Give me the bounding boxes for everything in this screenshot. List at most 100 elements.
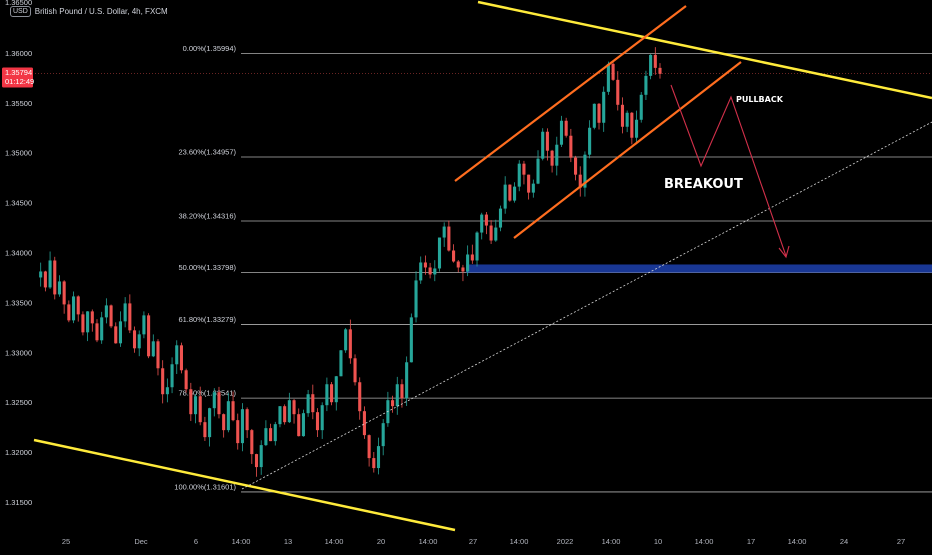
bull-candle-body[interactable] (625, 112, 629, 127)
bear-candle-body[interactable] (630, 112, 634, 138)
bull-candle-body[interactable] (517, 163, 521, 187)
bear-candle-body[interactable] (484, 214, 488, 226)
bull-candle-body[interactable] (142, 315, 146, 335)
bull-candle-body[interactable] (419, 262, 423, 281)
bear-candle-body[interactable] (109, 305, 113, 327)
bear-candle-body[interactable] (67, 304, 71, 321)
bull-candle-body[interactable] (503, 184, 507, 209)
bull-candle-body[interactable] (536, 158, 540, 184)
bear-candle-body[interactable] (311, 394, 315, 413)
bear-candle-body[interactable] (161, 368, 165, 395)
bull-candle-body[interactable] (137, 334, 141, 349)
bull-candle-body[interactable] (437, 237, 442, 269)
bear-candle-body[interactable] (132, 330, 137, 349)
bear-candle-body[interactable] (245, 409, 249, 431)
bull-candle-body[interactable] (301, 413, 305, 437)
bear-candle-body[interactable] (564, 120, 568, 136)
bull-candle-body[interactable] (634, 119, 639, 138)
support-zone[interactable] (466, 264, 932, 273)
bull-candle-body[interactable] (278, 406, 282, 425)
projection-path[interactable] (670, 84, 787, 257)
bear-candle-body[interactable] (367, 435, 371, 459)
bear-candle-body[interactable] (297, 414, 301, 437)
bear-candle-body[interactable] (522, 163, 526, 175)
bear-candle-body[interactable] (179, 345, 183, 371)
bull-candle-body[interactable] (475, 232, 479, 261)
lower-trend-line[interactable] (33, 438, 456, 532)
bull-candle-body[interactable] (480, 214, 484, 233)
bear-candle-body[interactable] (330, 384, 334, 403)
bull-candle-body[interactable] (287, 400, 291, 423)
bull-candle-body[interactable] (344, 329, 348, 351)
bull-candle-body[interactable] (409, 317, 413, 363)
bear-candle-body[interactable] (189, 389, 193, 415)
bear-candle-body[interactable] (222, 414, 226, 431)
bull-candle-body[interactable] (395, 384, 399, 407)
currency-badge[interactable]: USD (10, 5, 31, 17)
bull-candle-body[interactable] (414, 280, 418, 318)
bull-candle-body[interactable] (376, 446, 381, 469)
bear-candle-body[interactable] (611, 63, 615, 80)
symbol-title[interactable]: British Pound / U.S. Dollar, 4h, FXCM (34, 6, 168, 16)
bull-candle-body[interactable] (39, 271, 43, 278)
bear-candle-body[interactable] (391, 400, 395, 407)
bear-candle-body[interactable] (128, 303, 132, 331)
bear-candle-body[interactable] (362, 411, 366, 436)
bear-candle-body[interactable] (231, 401, 235, 421)
bear-candle-body[interactable] (456, 261, 460, 268)
bear-candle-body[interactable] (203, 422, 207, 438)
bear-candle-body[interactable] (574, 157, 578, 175)
bull-candle-body[interactable] (48, 260, 52, 288)
bear-candle-body[interactable] (597, 103, 601, 123)
bull-candle-body[interactable] (513, 186, 517, 201)
bear-candle-body[interactable] (90, 311, 94, 324)
bear-candle-body[interactable] (198, 396, 202, 423)
bear-candle-body[interactable] (653, 54, 657, 68)
bear-candle-body[interactable] (95, 323, 99, 341)
breakout-label[interactable]: BREAKOUT (664, 177, 743, 192)
bull-candle-body[interactable] (264, 428, 268, 446)
bull-candle-body[interactable] (240, 409, 244, 444)
bear-candle-body[interactable] (76, 296, 80, 315)
bull-candle-body[interactable] (306, 394, 310, 414)
pullback-label[interactable]: PULLBACK (736, 95, 784, 104)
bull-candle-body[interactable] (381, 423, 385, 447)
upper-trend-line[interactable] (477, 0, 932, 100)
bull-candle-body[interactable] (649, 54, 653, 76)
bull-candle-body[interactable] (170, 364, 174, 388)
bear-candle-body[interactable] (269, 428, 273, 442)
bull-candle-body[interactable] (71, 296, 76, 321)
bear-candle-body[interactable] (578, 174, 582, 188)
bear-candle-body[interactable] (372, 458, 376, 469)
bear-candle-body[interactable] (43, 271, 47, 288)
bull-candle-body[interactable] (588, 127, 592, 155)
bull-candle-body[interactable] (494, 227, 498, 241)
bear-candle-body[interactable] (156, 341, 160, 369)
bull-candle-body[interactable] (466, 254, 470, 272)
bear-candle-body[interactable] (81, 314, 85, 333)
bull-candle-body[interactable] (339, 350, 343, 377)
bull-candle-body[interactable] (639, 94, 643, 120)
bull-candle-body[interactable] (555, 144, 559, 166)
bull-candle-body[interactable] (442, 226, 446, 238)
bull-candle-body[interactable] (86, 311, 90, 333)
bear-candle-body[interactable] (423, 262, 427, 268)
bear-candle-body[interactable] (550, 150, 554, 166)
bull-candle-body[interactable] (151, 341, 155, 357)
bear-candle-body[interactable] (353, 358, 357, 383)
channel-lower-line[interactable] (513, 61, 742, 239)
bear-candle-body[interactable] (447, 226, 451, 251)
bull-candle-body[interactable] (405, 362, 409, 399)
bull-candle-body[interactable] (334, 376, 338, 403)
bear-candle-body[interactable] (527, 174, 531, 193)
bear-candle-body[interactable] (217, 392, 221, 415)
bull-candle-body[interactable] (498, 208, 503, 228)
bull-candle-body[interactable] (165, 387, 169, 395)
bear-candle-body[interactable] (292, 400, 296, 415)
bear-candle-body[interactable] (400, 384, 404, 399)
bull-candle-body[interactable] (259, 445, 263, 468)
bull-candle-body[interactable] (104, 305, 108, 318)
bull-candle-body[interactable] (57, 281, 62, 295)
bull-candle-body[interactable] (602, 91, 606, 123)
